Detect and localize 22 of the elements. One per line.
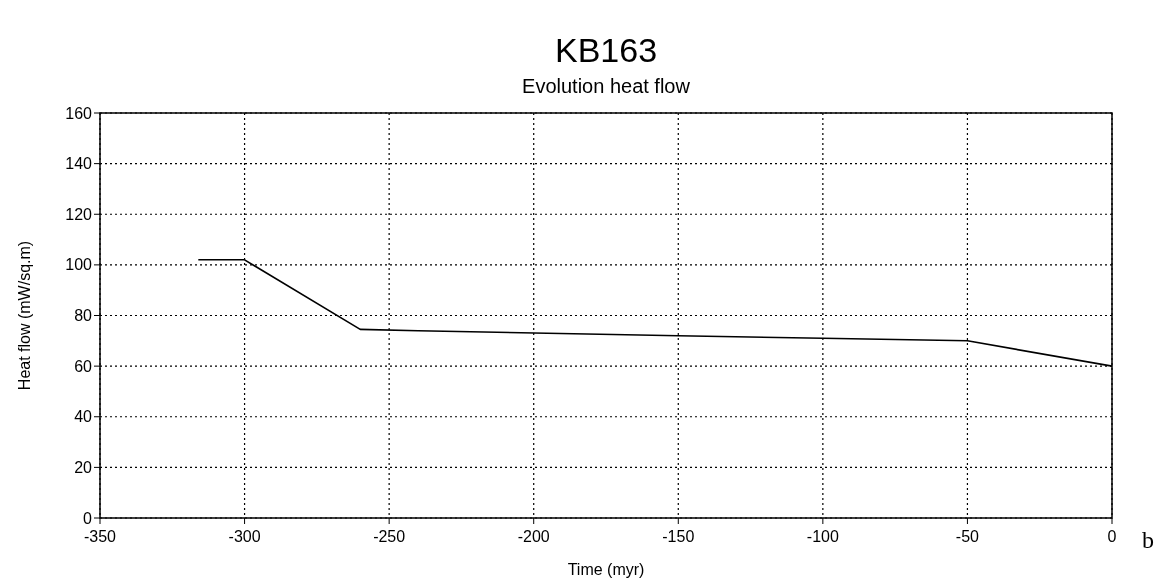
x-tick-label: -100: [806, 528, 839, 545]
x-tick-label: -300: [228, 528, 261, 545]
x-tick-label: -350: [83, 528, 117, 545]
y-tick-label: 80: [74, 307, 93, 325]
x-tick-label: 0: [1107, 528, 1117, 545]
x-tick-label: -50: [955, 528, 980, 545]
y-tick-label: 60: [74, 357, 93, 375]
x-tick-label: -200: [517, 528, 550, 545]
y-tick-label: 160: [65, 104, 93, 122]
x-axis-title: Time (myr): [567, 561, 645, 578]
y-tick-label: 20: [74, 458, 93, 476]
x-tick-label: -150: [662, 528, 695, 545]
y-tick-label: 140: [65, 155, 93, 173]
y-tick-label: 120: [65, 205, 93, 223]
x-tick-label: -250: [373, 528, 406, 545]
y-tick-label: 40: [74, 408, 93, 426]
chart-subtitle: Evolution heat flow: [522, 75, 691, 97]
text: b: [1142, 527, 1154, 553]
chart-title: KB163: [554, 31, 658, 69]
y-axis-title: Heat flow (mW/sq.m): [16, 240, 33, 391]
y-tick-label: 0: [83, 509, 93, 527]
y-tick-label: 100: [65, 256, 93, 274]
